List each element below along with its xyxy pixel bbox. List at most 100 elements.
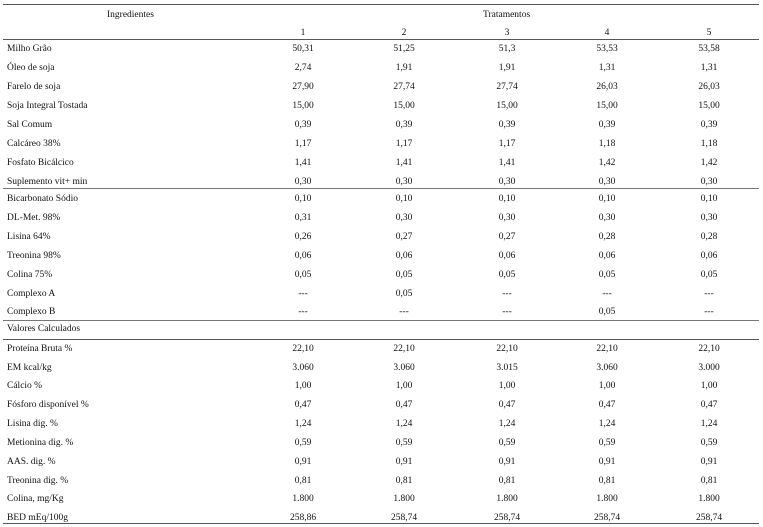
cell-value: 1,42 <box>598 158 616 168</box>
cell-value: 0,59 <box>700 438 718 448</box>
cell-value: 258,74 <box>593 513 621 523</box>
cell-value: 0,30 <box>395 213 413 223</box>
cell-value: 3.060 <box>596 363 618 373</box>
cell-value: 0,10 <box>294 194 312 204</box>
cell-value: 1,00 <box>700 381 718 391</box>
cell-value: 0,39 <box>294 120 312 130</box>
treatment-number-text: 5 <box>706 28 712 38</box>
cell-value: --- <box>502 289 512 299</box>
cell-value: --- <box>399 307 409 317</box>
cell-value: 0,91 <box>294 457 312 467</box>
treatments-header: Tratamentos <box>483 10 531 20</box>
cell-value: 258,74 <box>493 513 521 523</box>
cell-value: 3.060 <box>292 363 314 373</box>
cell-value: 2,74 <box>294 63 312 73</box>
cell-value: 0,05 <box>395 289 413 299</box>
cell-value: 15,00 <box>393 101 415 111</box>
cell-value: 1,41 <box>294 158 312 168</box>
cell-value: 0,39 <box>498 120 516 130</box>
cell-value: 1.800 <box>292 494 314 504</box>
cell-value: 0,81 <box>598 476 616 486</box>
cell-value: 258,74 <box>390 513 418 523</box>
cell-value: 51,3 <box>498 44 516 54</box>
cell-value: 0,28 <box>700 232 718 242</box>
cell-value: 26,03 <box>596 82 618 92</box>
cell-value: 0,81 <box>498 476 516 486</box>
cell-value: 0,30 <box>598 213 616 223</box>
row-label: DL-Met. 98% <box>7 213 61 223</box>
cell-value: 0,10 <box>498 194 516 204</box>
cell-value: 1,41 <box>395 158 413 168</box>
cell-value: 0,06 <box>498 251 516 261</box>
cell-value: 0,59 <box>294 438 312 448</box>
cell-value: 1,00 <box>498 381 516 391</box>
cell-value: 0,91 <box>598 457 616 467</box>
row-label: Soja Integral Tostada <box>7 101 88 111</box>
cell-value: 1,24 <box>395 419 413 429</box>
cell-value: 0,59 <box>598 438 616 448</box>
cell-value: 0,30 <box>598 177 616 187</box>
cell-value: 0,10 <box>700 194 718 204</box>
cell-value: 0,47 <box>700 400 718 410</box>
row-label: Cálcio % <box>7 381 43 391</box>
cell-value: 0,47 <box>395 400 413 410</box>
cell-value: 1,18 <box>700 139 718 149</box>
row-label: Óleo de soja <box>7 63 55 73</box>
cell-value: 0,47 <box>598 400 616 410</box>
cell-value: 1,91 <box>395 63 413 73</box>
cell-value: 1,41 <box>498 158 516 168</box>
cell-value: 0,05 <box>498 270 516 280</box>
cell-value: 1,00 <box>294 381 312 391</box>
row-label: Fosfato Bicálcico <box>7 158 74 168</box>
cell-value: 0,05 <box>700 270 718 280</box>
cell-value: --- <box>502 307 512 317</box>
cell-value: 0,30 <box>294 177 312 187</box>
cell-value: 1.800 <box>496 494 518 504</box>
cell-value: --- <box>602 289 612 299</box>
cell-value: 15,00 <box>698 101 720 111</box>
calculated-section-label: Valores Calculados <box>7 324 81 334</box>
cell-value: 22,10 <box>596 344 618 354</box>
cell-value: 15,00 <box>292 101 314 111</box>
row-label: Treonina dig. % <box>7 476 69 486</box>
row-label: Lisina 64% <box>7 232 51 242</box>
calculated-header-rule <box>3 339 759 340</box>
row-label: Milho Grão <box>7 44 52 54</box>
cell-value: 22,10 <box>292 344 314 354</box>
cell-value: 0,28 <box>598 232 616 242</box>
cell-value: --- <box>704 289 714 299</box>
cell-value: 27,74 <box>393 82 415 92</box>
cell-value: 0,91 <box>700 457 718 467</box>
cell-value: 53,53 <box>596 44 618 54</box>
row-label: EM kcal/kg <box>7 363 52 373</box>
cell-value: --- <box>298 289 308 299</box>
cell-value: 15,00 <box>596 101 618 111</box>
row-label: Calcáreo 38% <box>7 139 61 149</box>
cell-value: 0,27 <box>498 232 516 242</box>
cell-value: 1,00 <box>598 381 616 391</box>
cell-value: 0,05 <box>395 270 413 280</box>
cell-value: 0,30 <box>700 177 718 187</box>
cell-value: 0,06 <box>294 251 312 261</box>
cell-value: 27,90 <box>292 82 314 92</box>
cell-value: 0,81 <box>700 476 718 486</box>
row-label: Complexo B <box>7 307 56 317</box>
cell-value: 0,30 <box>498 213 516 223</box>
cell-value: 0,39 <box>700 120 718 130</box>
cell-value: 26,03 <box>698 82 720 92</box>
ingredients-header: Ingredientes <box>107 10 154 20</box>
cell-value: 1,31 <box>598 63 616 73</box>
cell-value: 0,05 <box>294 270 312 280</box>
cell-value: 27,74 <box>496 82 518 92</box>
cell-value: 258,74 <box>695 513 723 523</box>
cell-value: 1,24 <box>700 419 718 429</box>
cell-value: --- <box>298 307 308 317</box>
row-label: Bicarbonato Sódio <box>7 194 78 204</box>
treatment-number-text: 1 <box>300 28 306 38</box>
cell-value: --- <box>704 307 714 317</box>
cell-value: 53,58 <box>698 44 720 54</box>
row-label: Suplemento vit+ min <box>7 177 88 187</box>
row-label: Farelo de soja <box>7 82 61 92</box>
cell-value: 1,18 <box>598 139 616 149</box>
row-label: Complexo A <box>7 289 56 299</box>
